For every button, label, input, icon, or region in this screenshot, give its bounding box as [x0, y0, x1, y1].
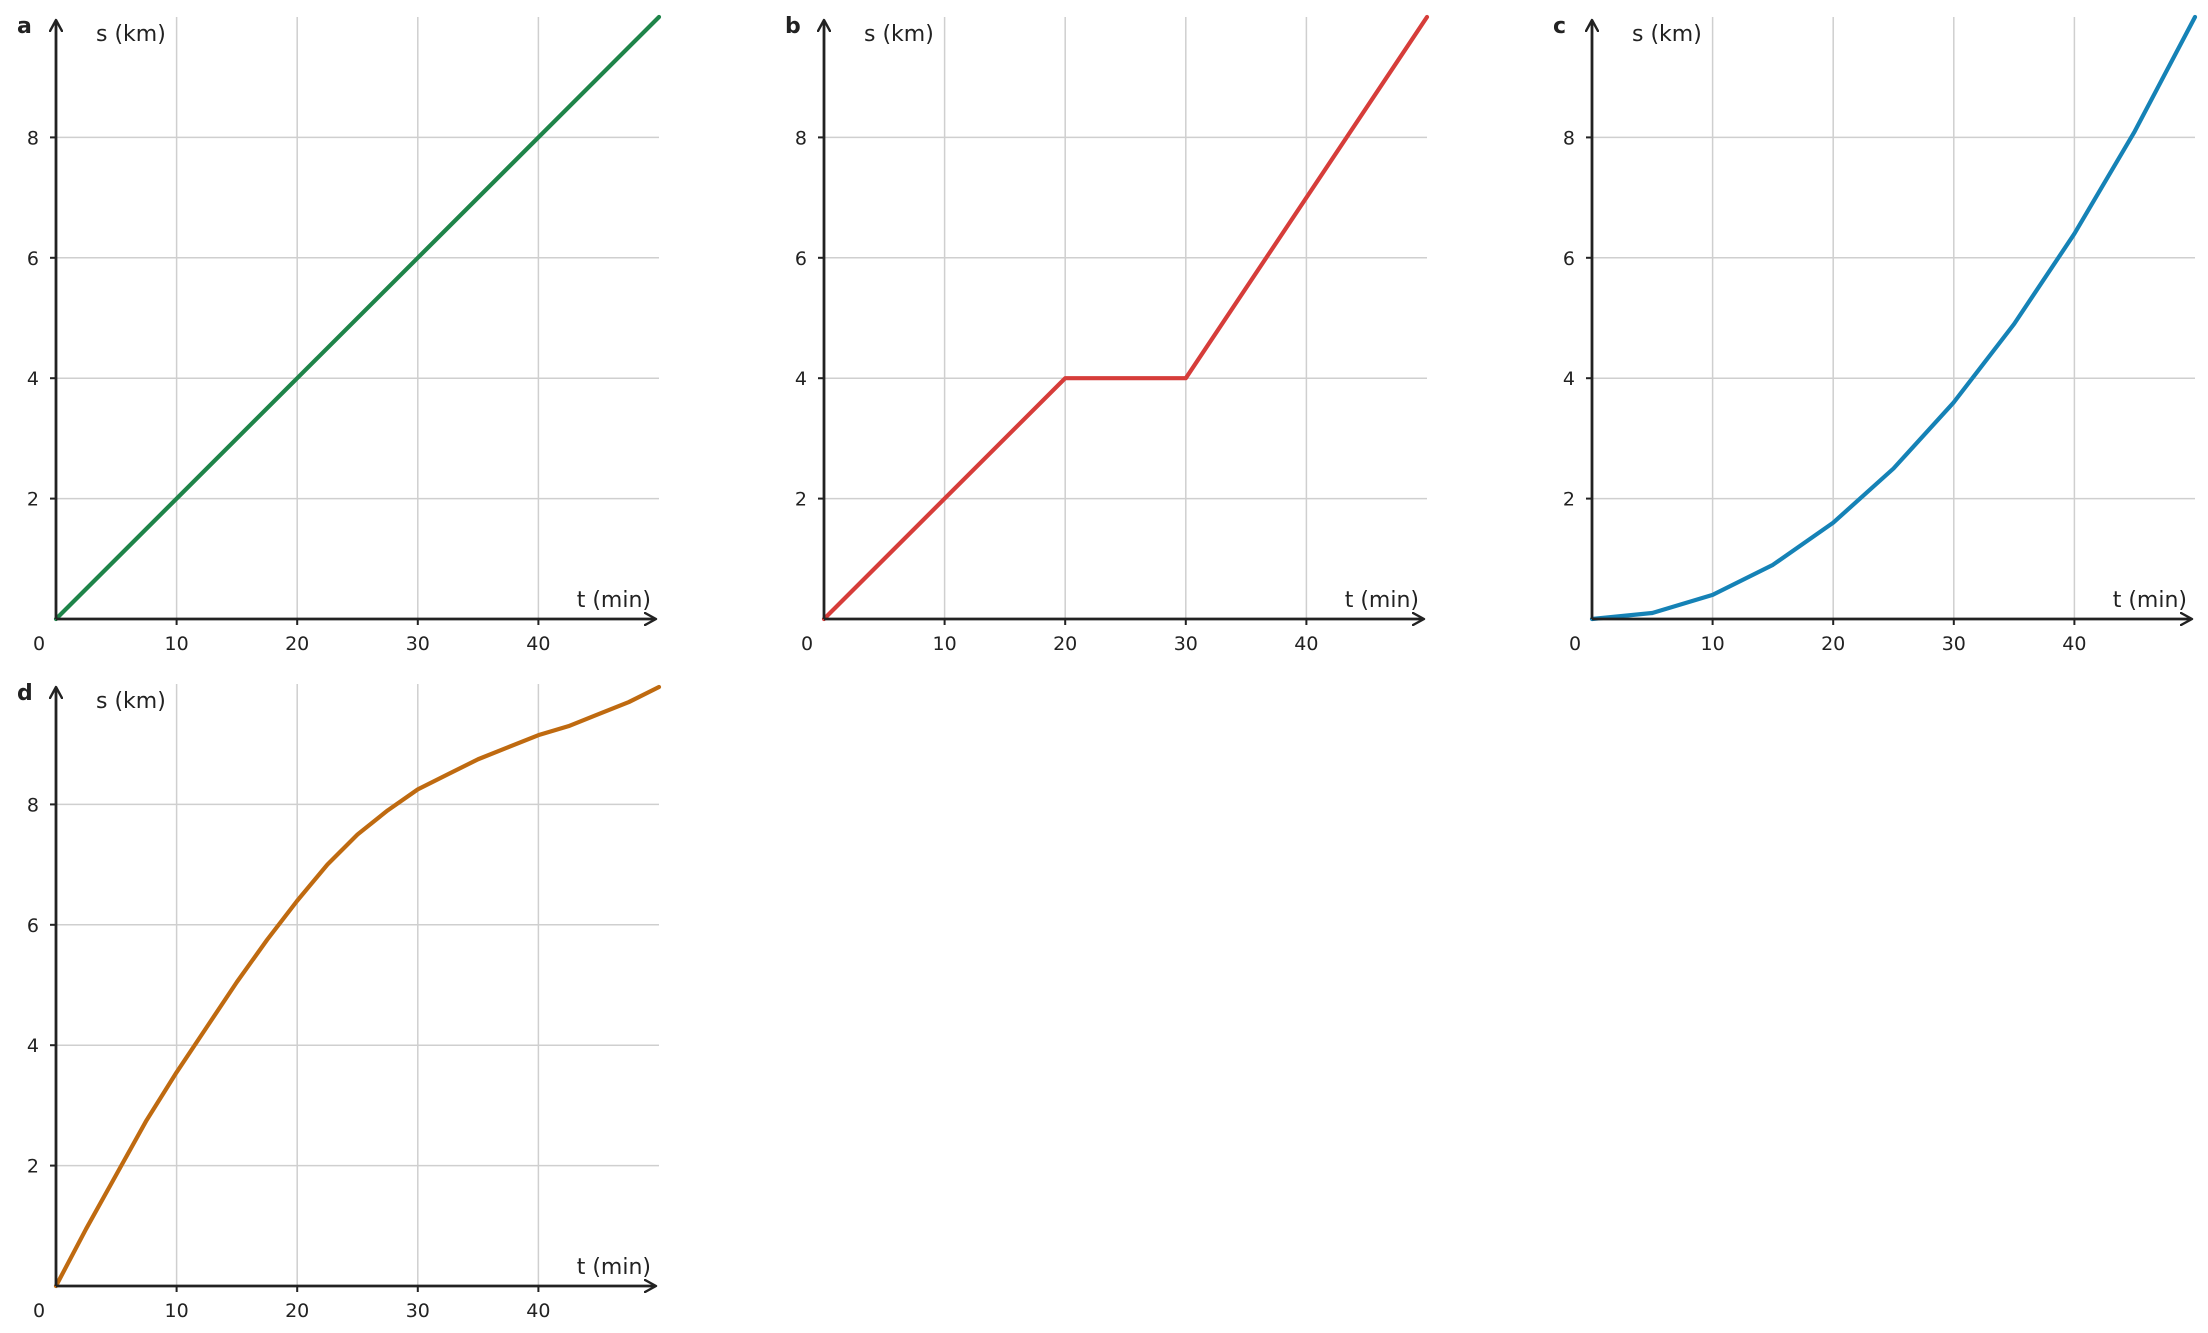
panel-letter: b	[785, 14, 801, 39]
x-tick-label: 10	[1701, 633, 1725, 655]
x-tick-label: 20	[1821, 633, 1845, 655]
x-tick-label: 40	[2062, 633, 2086, 655]
x-tick-label: 30	[1942, 633, 1966, 655]
y-tick-label: 8	[27, 127, 39, 149]
y-tick-label: 6	[27, 915, 39, 937]
x-tick-label: 10	[165, 633, 189, 655]
x-axis-label: t (min)	[577, 1255, 651, 1280]
origin-label: 0	[33, 633, 45, 655]
x-tick-label: 30	[1174, 633, 1198, 655]
series-line-a	[53, 14, 662, 622]
y-tick-label: 2	[1563, 489, 1575, 511]
y-axis-label: s (km)	[96, 22, 166, 47]
x-tick-label: 20	[1053, 633, 1077, 655]
y-tick-label: 8	[1563, 127, 1575, 149]
y-tick-label: 2	[795, 489, 807, 511]
y-axis-label: s (km)	[1632, 22, 1702, 47]
origin-label: 0	[33, 1300, 45, 1322]
y-tick-label: 6	[795, 248, 807, 270]
y-tick-label: 2	[27, 1156, 39, 1178]
origin-label: 0	[801, 633, 813, 655]
panel-letter: a	[17, 14, 32, 39]
panel-letter: d	[17, 681, 33, 706]
y-tick-label: 6	[27, 248, 39, 270]
x-tick-label: 10	[933, 633, 957, 655]
x-tick-label: 40	[1294, 633, 1318, 655]
series-line-c	[1589, 14, 2198, 622]
x-axis-label: t (min)	[1345, 588, 1419, 613]
panel-letter: c	[1553, 14, 1566, 39]
y-tick-label: 4	[795, 368, 807, 390]
y-axis-label: s (km)	[96, 689, 166, 714]
panel-a: 10 20 30 40 2 4 6 8 0 t (min) s (km) a	[17, 14, 662, 655]
y-tick-label: 8	[27, 794, 39, 816]
panel-d: 10 20 30 40 2 4 6 8 0 t (min) s (km) d	[17, 681, 662, 1322]
panel-b: 10 20 30 40 2 4 6 8 0 t (min) s (km) b	[785, 14, 1430, 655]
series-line-b	[821, 14, 1430, 622]
x-tick-label: 20	[285, 1300, 309, 1322]
x-tick-label: 40	[526, 633, 550, 655]
x-axis-label: t (min)	[577, 588, 651, 613]
x-tick-label: 40	[526, 1300, 550, 1322]
y-tick-label: 4	[27, 1035, 39, 1057]
y-tick-label: 4	[27, 368, 39, 390]
x-tick-label: 30	[406, 633, 430, 655]
y-tick-label: 2	[27, 489, 39, 511]
series-line-d	[53, 684, 662, 1289]
origin-label: 0	[1569, 633, 1581, 655]
x-tick-label: 30	[406, 1300, 430, 1322]
x-tick-label: 10	[165, 1300, 189, 1322]
y-tick-label: 6	[1563, 248, 1575, 270]
panel-c: 10 20 30 40 2 4 6 8 0 t (min) s (km) c	[1553, 14, 2198, 655]
x-tick-label: 20	[285, 633, 309, 655]
y-tick-label: 8	[795, 127, 807, 149]
x-axis-label: t (min)	[2113, 588, 2187, 613]
y-tick-label: 4	[1563, 368, 1575, 390]
y-axis-label: s (km)	[864, 22, 934, 47]
